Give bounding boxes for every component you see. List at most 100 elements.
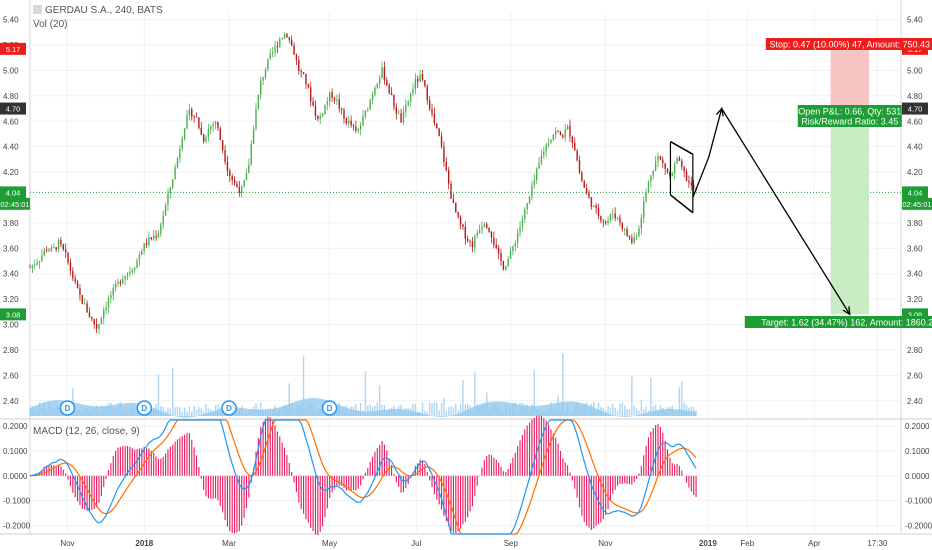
price-candles [29,31,697,335]
candle-body [179,148,181,159]
volume-bar [654,404,657,416]
candle-body [671,173,673,177]
price-tick-left: 5.40 [3,16,19,25]
volume-bar [447,407,450,416]
candle-body [431,109,433,114]
candle-body [43,249,45,256]
candle-body [683,166,685,172]
candle-body [597,207,600,216]
candle-body [440,136,443,147]
volume-area [30,398,697,418]
candle-body [114,284,117,288]
volume-bar [205,403,207,416]
candle-body [505,266,507,270]
candle-body [576,150,578,161]
candle-body [678,157,681,161]
stop-label-box[interactable] [765,38,932,50]
volume-label[interactable]: Vol (20) [33,19,67,30]
candle-body [519,226,521,234]
candle-body [195,116,198,118]
candle-body [145,243,148,246]
time-tick: Sep [504,539,519,548]
candle-body [371,94,374,101]
candle-body [595,205,597,208]
price-tick-right: 3.20 [907,295,923,304]
candle-body [607,220,609,223]
candle-body [502,261,505,270]
candle-body [547,143,550,145]
candle-body [397,113,400,115]
candle-body [198,117,200,129]
volume-bar [640,399,643,416]
candle-body [609,214,612,221]
candle-body [141,251,143,255]
candle-body [38,261,41,263]
candle-body [240,186,243,193]
candle-body [600,215,602,221]
candle-body [374,87,376,95]
candle-body [554,130,557,135]
candle-body [293,45,295,55]
candle-body [409,93,412,102]
macd-label[interactable]: MACD (12, 26, close, 9) [33,426,140,437]
volume-bar [533,369,536,416]
volume-bar [438,410,440,416]
flag-upper-line [670,140,694,155]
candle-body [531,185,533,197]
candle-body [662,159,664,164]
volume-bar [455,403,457,416]
candle-body [93,318,95,325]
candle-body [264,69,267,78]
candle-body [245,173,248,181]
volume-bar [174,407,176,416]
target-label-box[interactable] [744,316,932,328]
candle-body [219,128,222,141]
pattern-drawings[interactable] [669,106,851,316]
candle-body [690,182,693,186]
candle-body [645,192,647,202]
candle-body [86,303,88,313]
candle-body [445,162,448,171]
volume-bar [172,367,174,416]
candle-body [226,161,229,171]
candle-body [105,307,107,311]
candle-body [302,72,305,75]
candle-body [593,205,595,207]
candle-body [224,150,226,162]
arrow-head-down-icon [842,306,851,316]
candle-body [350,120,352,126]
price-badge-left-text: 5.17 [6,45,21,54]
candle-body [117,281,119,285]
candle-body [673,163,676,174]
stop-label[interactable]: Stop: 0.47 (10.00%) 47, Amount: 750.43 [769,40,930,50]
symbol-title[interactable]: GERDAU S.A., 240, BATS [45,5,163,16]
candle-body [110,295,112,299]
candle-body [507,259,509,267]
candle-body [367,109,369,111]
price-tick-left: 4.80 [3,92,19,101]
candle-body [369,100,371,110]
candle-body [300,70,302,73]
candle-body [414,78,417,89]
volume-bar [614,408,616,416]
candle-body [538,162,540,169]
volume-bar [619,403,621,416]
candle-body [174,167,176,180]
candle-body [55,247,57,250]
target-label[interactable]: Target: 1.62 (34.47%) 162, Amount: 1860.… [761,318,932,328]
price-tick-left: 4.20 [3,168,19,177]
pnl-box[interactable] [797,105,902,127]
price-tick-right: 3.40 [907,270,923,279]
time-tick: Apr [808,539,821,548]
volume-bar [628,409,631,416]
volume-bar [443,398,445,416]
candle-body [279,39,281,47]
volume-bar [645,406,647,416]
candle-body [612,213,614,215]
candle-body [60,240,62,245]
risk-reward-label: Risk/Reward Ratio: 3.45 [801,117,898,127]
volume-bar [440,403,443,416]
candle-body [298,60,300,71]
position-labels[interactable]: Stop: 0.47 (10.00%) 47, Amount: 750.43 Op… [744,38,932,328]
